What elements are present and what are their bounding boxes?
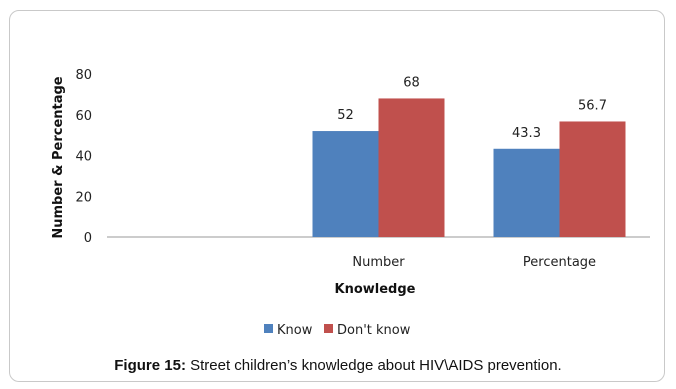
y-axis-ticks: 0 20 40 60 80 [75,68,92,246]
legend-label: Know [277,323,313,338]
x-tick-label: Percentage [523,255,596,270]
caption-label: Figure 15: [114,357,186,374]
data-label: 43.3 [512,126,541,141]
bars-group: 52 68 43.3 56.7 [312,75,626,237]
y-tick-label: 80 [75,68,92,83]
x-axis-title: Knowledge [335,282,416,297]
y-tick-label: 0 [84,231,92,246]
bar-don-t-know-number [378,98,445,237]
data-label: 68 [403,75,420,90]
legend-label: Don't know [337,323,411,338]
legend-swatch [264,324,273,333]
y-tick-label: 60 [75,109,92,124]
caption-text: Street children’s knowledge about HIV\AI… [185,357,562,374]
bar-don-t-know-percentage [559,121,626,237]
legend-swatch [324,324,333,333]
y-tick-label: 40 [75,150,92,165]
x-axis-tick-labels: Number Percentage [352,255,596,270]
bar-know-number [312,131,379,237]
x-tick-label: Number [352,255,405,270]
bar-know-percentage [493,148,560,237]
legend: Know Don't know [264,323,411,338]
y-tick-label: 20 [75,190,92,205]
figure-caption: Figure 15: Street children’s knowledge a… [0,357,676,374]
data-label: 52 [337,108,354,123]
y-axis-title: Number & Percentage [51,76,66,238]
data-label: 56.7 [578,98,607,113]
